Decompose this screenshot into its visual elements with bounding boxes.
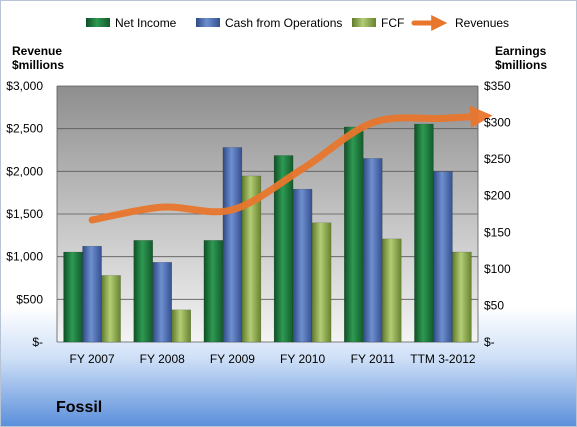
x-tick-label: FY 2008 bbox=[140, 352, 185, 366]
bar-cash-from-operations bbox=[363, 158, 383, 343]
bar-fcf bbox=[311, 222, 332, 343]
bars bbox=[63, 123, 472, 343]
right-tick-label: $100 bbox=[484, 262, 511, 276]
legend-label-revenues: Revenues bbox=[455, 16, 509, 30]
bar-net-income bbox=[203, 240, 224, 343]
left-tick-label: $3,000 bbox=[6, 79, 43, 93]
right-tick-label: $- bbox=[484, 335, 495, 349]
bar-fcf bbox=[171, 309, 191, 343]
legend-label-net-income: Net Income bbox=[115, 16, 177, 30]
bar-cash-from-operations bbox=[82, 245, 102, 343]
revenue-series-line bbox=[88, 105, 493, 224]
bar-cash-from-operations bbox=[292, 188, 313, 343]
bar-net-income bbox=[414, 123, 434, 343]
bar-cash-from-operations bbox=[222, 147, 243, 343]
bar-cash-from-operations bbox=[152, 262, 172, 343]
bar-cash-from-operations bbox=[433, 171, 453, 343]
right-axis-title-line1: Earnings bbox=[495, 44, 547, 58]
x-tick-label: FY 2010 bbox=[280, 352, 325, 366]
left-axis-ticks: $- $500 $1,000 $1,500 $2,000 $2,500 $3,000 bbox=[6, 79, 43, 349]
right-tick-label: $350 bbox=[484, 79, 511, 93]
x-tick-label: TTM 3-2012 bbox=[410, 352, 476, 366]
left-tick-label: $2,500 bbox=[6, 122, 43, 136]
left-tick-label: $2,000 bbox=[6, 164, 43, 178]
x-tick-label: FY 2011 bbox=[351, 352, 396, 366]
company-name: Fossil bbox=[56, 399, 102, 416]
legend-label-cash-from-operations: Cash from Operations bbox=[225, 16, 342, 30]
bar-net-income bbox=[63, 251, 83, 343]
revenue-line bbox=[88, 105, 493, 224]
bar-net-income bbox=[133, 240, 153, 343]
right-tick-label: $300 bbox=[484, 116, 511, 130]
left-axis-title-line1: Revenue bbox=[12, 44, 62, 58]
right-axis-ticks: $- $50 $100 $150 $200 $250 $300 $350 bbox=[484, 79, 511, 349]
bar-fcf bbox=[241, 175, 262, 343]
left-axis-title-line2: $millions bbox=[12, 58, 64, 72]
legend-swatch-cash-from-operations bbox=[196, 18, 220, 27]
right-tick-label: $250 bbox=[484, 152, 511, 166]
legend-label-fcf: FCF bbox=[381, 16, 404, 30]
legend: Net Income Cash from Operations FCF Reve… bbox=[86, 14, 509, 32]
left-tick-label: $500 bbox=[16, 292, 43, 306]
bar-fcf bbox=[382, 238, 402, 343]
x-tick-label: FY 2009 bbox=[210, 352, 255, 366]
right-axis-title-line2: $millions bbox=[495, 58, 547, 72]
gridlines bbox=[56, 85, 479, 343]
legend-swatch-fcf bbox=[352, 18, 376, 27]
bar-net-income bbox=[344, 126, 364, 343]
left-tick-label: $1,500 bbox=[6, 207, 43, 221]
x-axis-ticks: FY 2007 FY 2008 FY 2009 FY 2010 FY 2011 TTM 3… bbox=[70, 352, 476, 366]
right-tick-label: $150 bbox=[484, 225, 511, 239]
right-tick-label: $200 bbox=[484, 189, 511, 203]
bar-fcf bbox=[101, 275, 121, 343]
legend-swatch-net-income bbox=[86, 18, 110, 27]
bar-fcf bbox=[452, 251, 472, 343]
x-tick-label: FY 2007 bbox=[70, 352, 115, 366]
left-tick-label: $- bbox=[32, 335, 43, 349]
left-tick-label: $1,000 bbox=[6, 250, 43, 264]
right-tick-label: $50 bbox=[484, 298, 504, 312]
